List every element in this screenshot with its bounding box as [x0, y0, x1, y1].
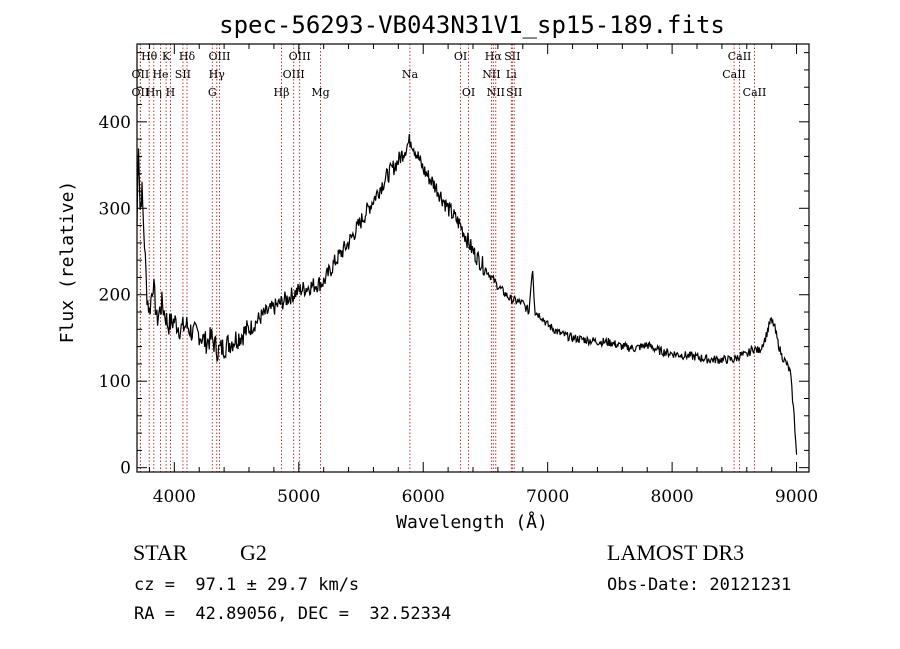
x-axis-label: Wavelength (Å)	[396, 511, 548, 533]
x-tick-label: 8000	[650, 487, 693, 507]
marker-label-25: CaII	[728, 50, 752, 63]
x-tick-label: 6000	[402, 487, 445, 507]
marker-label-7: H	[166, 86, 176, 99]
marker-label-16: Na	[402, 68, 419, 81]
marker-label-2: OII	[132, 86, 150, 99]
x-tick-label: 7000	[526, 487, 569, 507]
chart-title: spec-56293-VB043N31V1_sp15-189.fits	[219, 11, 725, 39]
y-axis-label: Flux (relative)	[57, 181, 78, 344]
marker-label-19: Hα	[485, 50, 503, 63]
marker-label-6: SII	[175, 68, 191, 81]
coordinates: RA = 42.89056, DEC = 32.52334	[134, 604, 452, 624]
object-class: STAR	[133, 540, 188, 565]
marker-label-24: SII	[506, 86, 522, 99]
y-tick-label: 300	[99, 199, 131, 219]
marker-label-5: K	[162, 50, 171, 63]
marker-label-8: Hδ	[179, 50, 196, 63]
y-tick-label: 200	[99, 286, 131, 306]
marker-label-12: Hβ	[274, 86, 290, 99]
subclass: G2	[240, 540, 267, 565]
marker-label-22: SII	[504, 50, 520, 63]
marker-label-10: Hγ	[209, 68, 226, 81]
marker-label-1: OII	[132, 68, 150, 81]
x-tick-label: 9000	[775, 487, 818, 507]
y-tick-label: 100	[99, 372, 131, 392]
x-tick-label: 5000	[277, 487, 320, 507]
y-tick-label: 0	[120, 459, 131, 479]
marker-label-23: Li	[506, 68, 517, 81]
axis-ticks: 4000 5000 6000 7000 8000 9000 0 100 200 300 400	[99, 44, 818, 507]
marker-label-27: CaII	[743, 86, 767, 99]
y-tick-label: 400	[99, 113, 131, 133]
marker-label-20: NII	[482, 68, 500, 81]
marker-label-26: CaII	[722, 68, 746, 81]
obs-date: Obs-Date: 20121231	[607, 575, 792, 595]
spectrum-line	[136, 133, 798, 455]
plot-frame	[136, 43, 810, 473]
marker-label-21: NII	[487, 86, 505, 99]
redshift-info: cz = 97.1 ± 29.7 km/s	[134, 575, 360, 595]
marker-label-11: G	[208, 86, 217, 99]
marker-label-15: Mg	[311, 86, 329, 99]
marker-label-0: Hθ	[141, 50, 158, 63]
x-tick-label: 4000	[153, 487, 196, 507]
marker-label-13: OIII	[283, 68, 305, 81]
marker-label-4: Hη	[146, 86, 162, 99]
marker-label-9: OIII	[208, 50, 230, 63]
marker-label-3: He	[152, 68, 168, 81]
marker-label-17: OI	[454, 50, 467, 63]
marker-label-18: OI	[462, 86, 475, 99]
survey-name: LAMOST DR3	[607, 540, 745, 565]
marker-label-14: OIII	[289, 50, 311, 63]
